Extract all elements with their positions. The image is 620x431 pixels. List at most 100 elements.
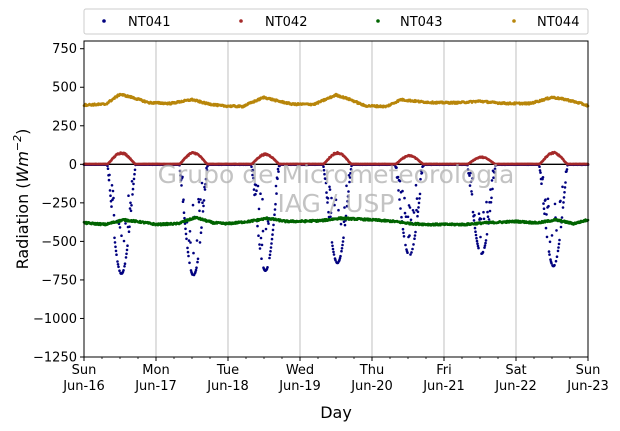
data-point bbox=[274, 184, 278, 188]
data-point bbox=[349, 168, 353, 171]
data-point bbox=[541, 176, 545, 179]
data-point bbox=[260, 243, 264, 247]
data-point bbox=[557, 246, 560, 249]
data-point bbox=[261, 229, 265, 233]
data-point bbox=[486, 215, 490, 218]
data-point bbox=[413, 234, 417, 237]
data-point bbox=[485, 200, 488, 204]
legend-marker-nt042 bbox=[239, 19, 243, 23]
data-point bbox=[125, 252, 128, 256]
data-point bbox=[492, 176, 495, 179]
data-point bbox=[408, 206, 412, 209]
series-nt042 bbox=[82, 150, 590, 166]
legend: NT041 NT042 NT043 NT044 bbox=[83, 8, 589, 35]
y-tick-label-1: −1000 bbox=[33, 312, 77, 327]
watermark-line-2: IAG / USP bbox=[278, 189, 395, 218]
data-point bbox=[116, 263, 120, 266]
y-axis-title-close: ) bbox=[13, 129, 32, 135]
data-point bbox=[128, 225, 131, 228]
y-axis-title: Radiation (Wm−2) bbox=[11, 129, 32, 270]
data-point bbox=[131, 193, 134, 196]
data-point bbox=[339, 222, 343, 226]
data-point bbox=[481, 250, 485, 254]
data-point bbox=[133, 168, 137, 172]
data-point bbox=[547, 204, 550, 208]
data-point bbox=[276, 167, 280, 171]
data-point bbox=[257, 234, 260, 237]
data-point bbox=[545, 235, 549, 239]
data-point bbox=[194, 268, 198, 272]
data-point bbox=[133, 172, 136, 176]
data-point bbox=[186, 250, 190, 254]
data-point bbox=[189, 241, 192, 244]
data-point bbox=[470, 190, 473, 193]
data-point bbox=[325, 191, 328, 194]
data-point bbox=[471, 210, 475, 214]
data-point bbox=[128, 207, 132, 210]
data-point bbox=[205, 168, 209, 172]
data-point bbox=[272, 223, 275, 227]
data-point bbox=[473, 213, 476, 217]
data-point bbox=[402, 231, 405, 235]
data-point bbox=[127, 194, 130, 197]
data-point bbox=[565, 168, 569, 171]
data-point bbox=[418, 197, 421, 200]
data-point bbox=[482, 217, 486, 221]
data-point bbox=[187, 239, 191, 242]
data-point bbox=[556, 249, 560, 253]
data-point bbox=[544, 198, 547, 201]
data-point bbox=[346, 195, 350, 198]
data-point bbox=[114, 249, 118, 253]
data-point bbox=[201, 201, 204, 204]
series-nt044 bbox=[82, 92, 590, 109]
data-point bbox=[397, 189, 400, 192]
data-point bbox=[261, 197, 264, 201]
data-point bbox=[406, 251, 409, 254]
data-point bbox=[111, 189, 115, 193]
data-point bbox=[412, 211, 416, 214]
data-point bbox=[124, 222, 127, 225]
data-point bbox=[558, 238, 561, 242]
data-point bbox=[123, 262, 127, 266]
data-point bbox=[334, 258, 337, 262]
data-point bbox=[195, 239, 199, 242]
data-point bbox=[482, 210, 485, 214]
data-point bbox=[410, 251, 413, 254]
data-point bbox=[338, 256, 342, 260]
data-point bbox=[555, 229, 558, 232]
data-point bbox=[331, 244, 334, 248]
legend-entry-nt043: NT043 bbox=[376, 15, 442, 30]
data-point bbox=[329, 211, 333, 215]
y-tick-label-8: 750 bbox=[52, 42, 77, 57]
x-tick-label-day-4: Thu bbox=[359, 363, 384, 378]
data-point bbox=[108, 189, 112, 192]
data-point bbox=[184, 227, 187, 231]
legend-frame bbox=[83, 8, 589, 35]
data-point bbox=[408, 234, 411, 237]
data-point bbox=[181, 175, 184, 179]
data-point bbox=[115, 253, 118, 256]
data-point bbox=[185, 237, 188, 241]
data-point bbox=[343, 223, 347, 227]
x-tick-label-day-2: Tue bbox=[216, 363, 239, 378]
x-tick-label-day-3: Wed bbox=[286, 363, 314, 378]
data-point bbox=[561, 185, 564, 189]
data-point bbox=[479, 235, 482, 239]
data-point bbox=[542, 207, 546, 210]
data-point bbox=[322, 165, 325, 168]
data-point bbox=[565, 170, 568, 173]
data-point bbox=[473, 226, 477, 230]
data-point bbox=[469, 171, 472, 175]
data-point bbox=[116, 260, 119, 263]
x-tick-label-date-4: Jun-20 bbox=[350, 379, 393, 394]
data-point bbox=[474, 230, 477, 233]
data-point bbox=[542, 202, 545, 205]
data-point bbox=[476, 242, 479, 245]
data-point bbox=[108, 173, 111, 177]
data-point bbox=[131, 187, 135, 191]
legend-entry-nt042: NT042 bbox=[239, 15, 307, 30]
data-point bbox=[110, 205, 113, 208]
y-tick-label-4: −250 bbox=[41, 196, 77, 211]
data-point bbox=[122, 269, 125, 272]
data-point bbox=[197, 200, 201, 204]
